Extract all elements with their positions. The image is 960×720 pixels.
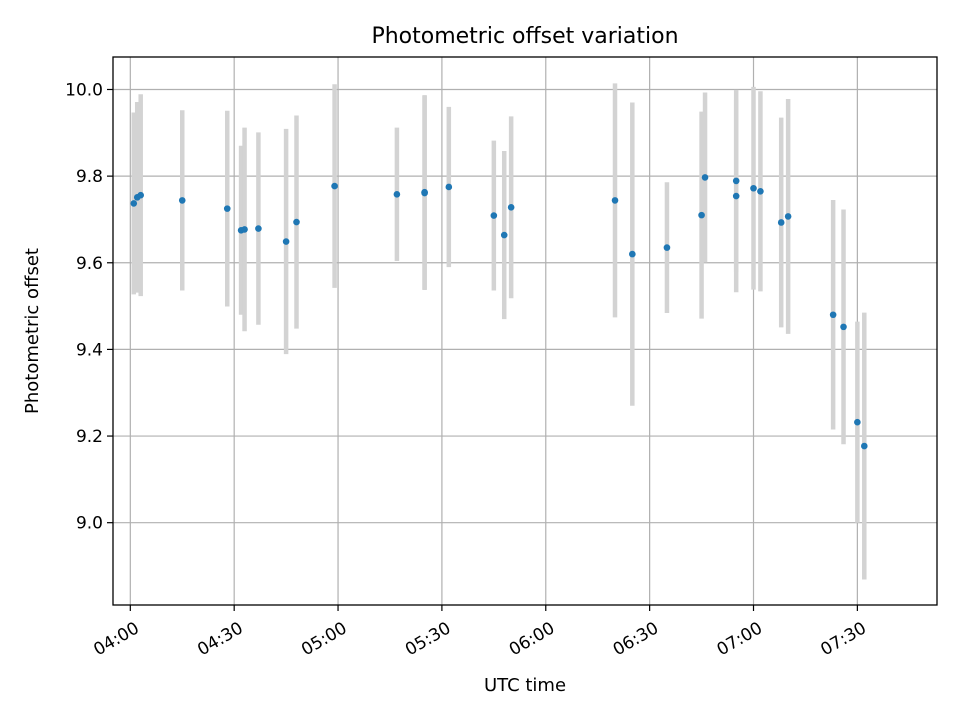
data-point [777,219,785,226]
chart-title: Photometric offset variation [371,24,678,49]
data-point [331,182,338,190]
data-point [255,225,262,232]
x-tick-label: 04:30 [194,618,246,660]
data-point [840,323,847,331]
y-tick-label: 9.0 [76,514,103,534]
y-tick-label: 9.2 [76,427,103,447]
plot-frame [112,56,938,606]
data-point [393,191,401,198]
data-point [241,226,248,233]
data-point [223,205,231,212]
data-point [490,212,498,219]
data-point [178,197,186,204]
data-point [732,192,740,200]
data-point [701,174,709,181]
data-point [629,250,636,258]
y-axis-label: Photometric offset [22,248,43,414]
data-point [698,211,705,219]
y-tick-label: 9.4 [76,340,103,360]
data-point [130,200,138,207]
x-axis-label: UTC time [484,675,566,696]
data-point [137,191,144,199]
data-point [860,442,868,450]
data-point [282,238,290,245]
data-point [750,184,757,192]
y-tick-label: 10.0 [65,80,103,100]
x-tick-label: 07:30 [817,618,869,660]
x-tick-label: 06:00 [506,618,558,660]
grid-layer [113,57,937,605]
data-point [854,418,861,426]
x-tick-label: 04:00 [90,618,142,660]
errorbar-layer [131,83,867,580]
data-point [757,187,764,195]
y-tick-label: 9.6 [76,254,103,274]
data-point [293,218,300,226]
data-point [829,311,837,319]
data-point [500,231,508,239]
x-tick-label: 06:30 [610,618,662,660]
data-point [507,204,515,211]
data-point [611,197,619,204]
data-point [445,183,453,191]
y-tick-label: 9.8 [76,167,103,187]
x-tick-label: 07:00 [714,618,766,660]
data-point [663,244,671,251]
point-layer [130,174,868,450]
x-tick-label: 05:30 [402,618,454,660]
tick-layer: 9.0 9.2 9.4 9.6 9.8 10.0 04:00 04:30 05:00 05:30 0… [65,80,870,660]
x-tick-label: 05:00 [298,618,350,660]
data-point [784,213,792,220]
data-point [732,177,740,185]
data-point [421,189,428,197]
